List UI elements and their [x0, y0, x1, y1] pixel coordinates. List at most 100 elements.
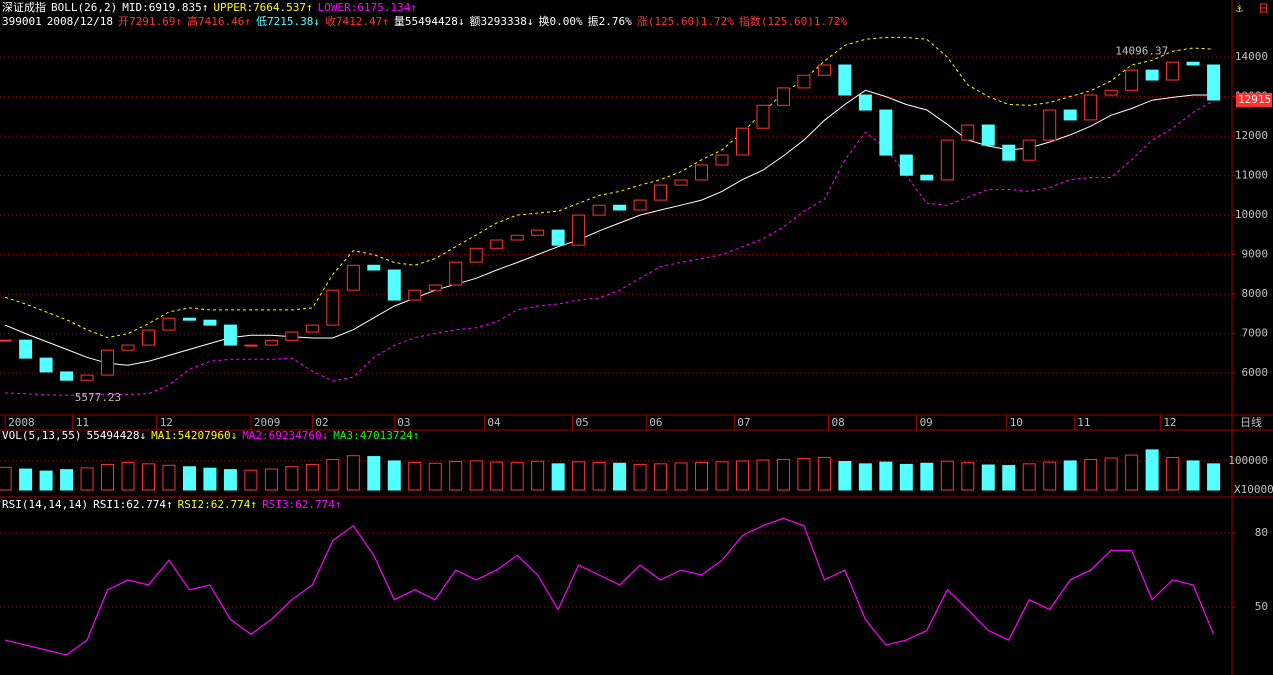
candle — [674, 179, 688, 186]
volume-bar — [838, 461, 852, 491]
header-item: RSI(14,14,14) — [2, 498, 88, 511]
volume-bar — [39, 470, 53, 491]
rsi-line — [4, 517, 1215, 656]
y-tick-label: 12000 — [1235, 129, 1268, 142]
volume-bar — [223, 469, 237, 491]
candle — [101, 349, 115, 376]
header-item: MA1:54207960↓ — [151, 429, 237, 442]
header-item: 收7412.47↑ — [325, 14, 389, 28]
header-item: 深证成指 — [2, 0, 46, 14]
x-tick-label: 11 — [76, 416, 89, 429]
candle — [613, 204, 627, 211]
y-tick-label: 50 — [1255, 600, 1268, 613]
volume-bar — [305, 463, 319, 491]
volume-bar — [121, 461, 135, 491]
candle — [551, 229, 565, 246]
candle — [797, 74, 811, 89]
volume-bar — [920, 462, 934, 491]
header-item: RSI3:62.774↑ — [262, 498, 341, 511]
volume-bar — [367, 456, 381, 491]
y-tick-label: 9000 — [1242, 248, 1269, 261]
volume-bar — [162, 464, 176, 491]
x-tick-label: 06 — [649, 416, 662, 429]
candle — [510, 234, 524, 241]
volume-bar — [101, 463, 115, 491]
volume-bar — [60, 469, 74, 491]
candle — [80, 374, 94, 381]
header-item: 55494428↓ — [86, 429, 146, 442]
volume-bar — [899, 463, 913, 491]
candle — [715, 154, 729, 166]
candle — [39, 357, 53, 373]
candle — [695, 164, 709, 181]
candle — [346, 264, 360, 291]
candle — [162, 317, 176, 331]
volume-bar — [940, 460, 954, 491]
period-label[interactable]: 日 — [1258, 2, 1269, 15]
volume-bar — [428, 462, 442, 491]
x-tick-label: 2009 — [254, 416, 281, 429]
x-tick-label: 2008 — [8, 416, 35, 429]
x-tick-label: 12 — [160, 416, 173, 429]
volume-bar — [1125, 454, 1139, 491]
candle — [1063, 109, 1077, 121]
candle — [367, 264, 381, 271]
header-item: RSI1:62.774↑ — [93, 498, 172, 511]
volume-bar — [285, 466, 299, 491]
candle — [1207, 64, 1221, 101]
volume-bar — [531, 460, 545, 491]
y-tick-label: 14000 — [1235, 50, 1268, 63]
volume-bar — [1186, 460, 1200, 491]
candle — [0, 339, 12, 342]
candle — [182, 317, 196, 321]
candle — [121, 344, 135, 351]
candle — [285, 331, 299, 341]
volume-bar — [244, 469, 258, 491]
candle — [305, 324, 319, 333]
candle — [326, 289, 340, 326]
volume-bar — [1084, 458, 1098, 491]
x-tick-label: 07 — [737, 416, 750, 429]
band-line — [5, 100, 1214, 396]
volume-bar — [654, 463, 668, 491]
candle — [879, 109, 893, 156]
candle — [899, 154, 913, 176]
header-item: MA2:69234760↓ — [242, 429, 328, 442]
y-tick-label: 8000 — [1242, 287, 1269, 300]
candle — [203, 319, 217, 326]
volume-bar — [19, 468, 33, 491]
volume-bar — [633, 463, 647, 491]
volume-bar — [203, 467, 217, 491]
volume-bar — [80, 467, 94, 491]
candle — [531, 229, 545, 236]
candle — [244, 344, 258, 347]
volume-bar — [695, 461, 709, 491]
candle — [223, 324, 237, 346]
candle — [408, 289, 422, 301]
header-item: 额3293338↓ — [470, 15, 534, 28]
header-item: 低7215.38↓ — [256, 15, 320, 28]
volume-bar — [141, 463, 155, 491]
header-item: 量55494428↓ — [394, 15, 465, 28]
volume-bar — [264, 468, 278, 491]
header-item: MA3:47013724↑ — [333, 429, 419, 442]
y-tick-label: 10000 — [1235, 208, 1268, 221]
volume-bar — [1104, 457, 1118, 491]
unit-label: X10000 — [1234, 483, 1273, 496]
volume-bar — [592, 461, 606, 491]
candle — [633, 199, 647, 211]
y-tick-label: 6000 — [1242, 366, 1269, 379]
header-item: 换0.00% — [539, 14, 583, 28]
x-tick-label: 03 — [397, 416, 410, 429]
volume-bar — [817, 456, 831, 491]
x-tick-label: 04 — [487, 416, 501, 429]
candle — [141, 329, 155, 346]
volume-bar — [510, 462, 524, 491]
candle — [449, 261, 463, 286]
volume-bar — [1166, 456, 1180, 491]
x-tick-label: 09 — [920, 416, 933, 429]
volume-bar — [490, 461, 504, 491]
header-item: LOWER:6175.134↑ — [318, 1, 417, 14]
volume-bar — [551, 463, 565, 491]
